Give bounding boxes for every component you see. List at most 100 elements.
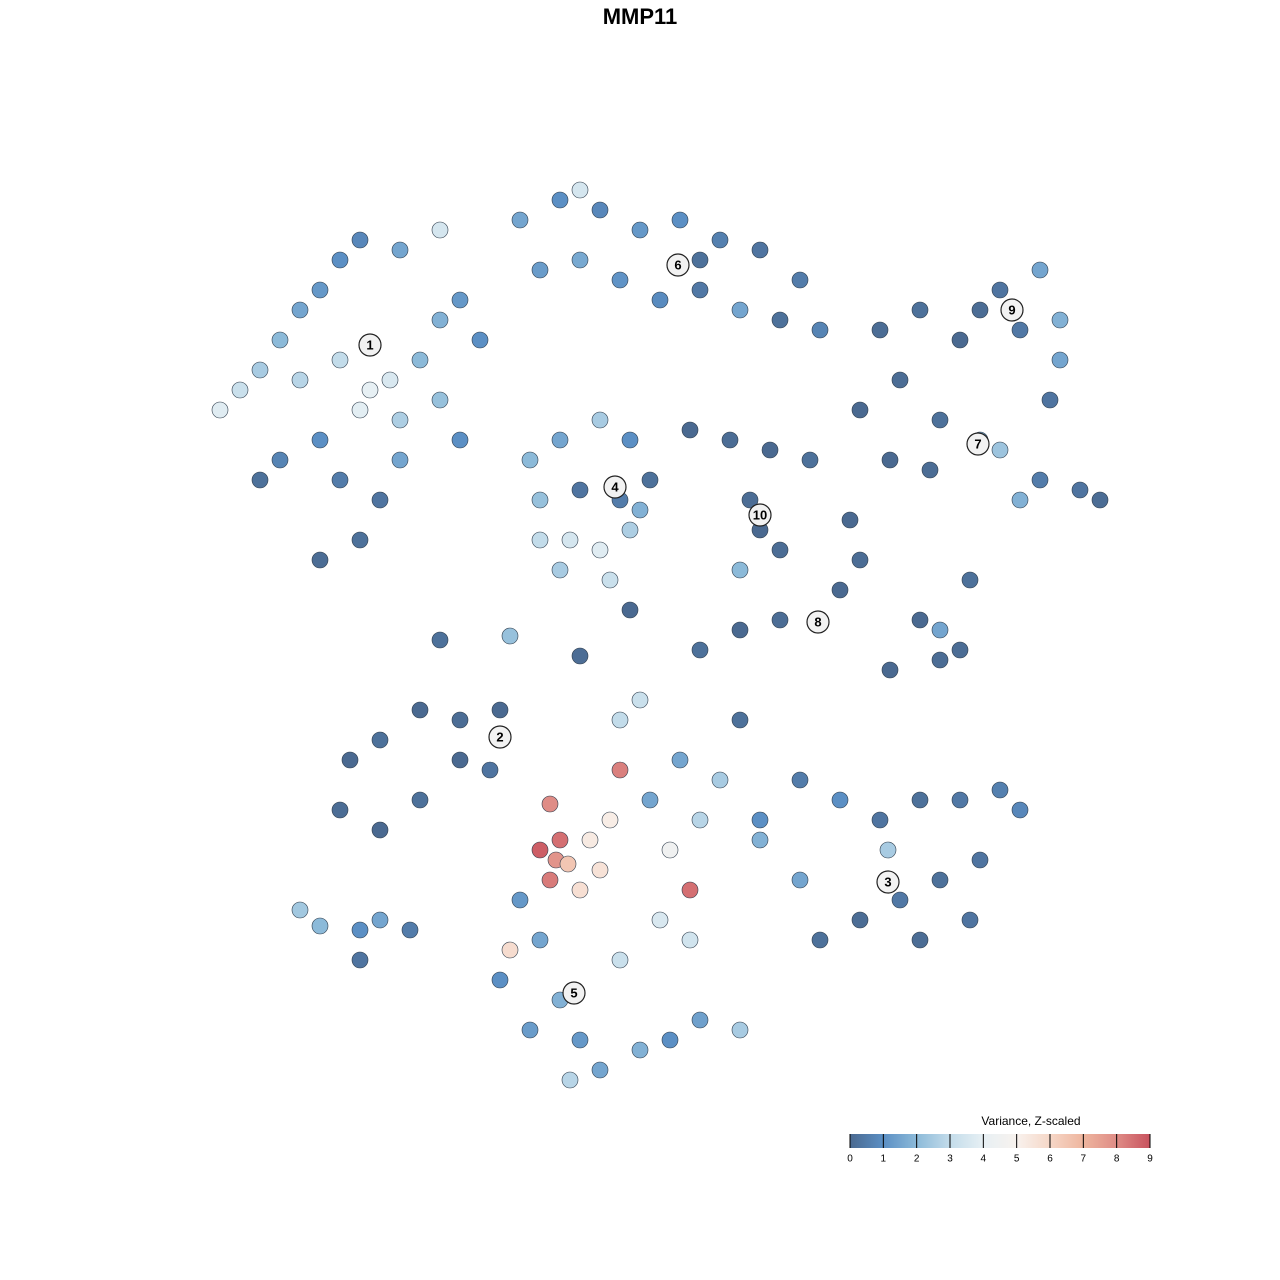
cluster-label: 2 xyxy=(496,729,503,744)
colorbar-tick-label: 4 xyxy=(981,1154,987,1165)
point xyxy=(621,431,639,449)
point xyxy=(761,441,779,459)
point xyxy=(871,321,889,339)
point xyxy=(451,711,469,729)
point xyxy=(851,551,869,569)
colorbar xyxy=(850,1134,1150,1148)
cluster-label: 6 xyxy=(674,257,681,272)
point xyxy=(551,561,569,579)
point xyxy=(551,191,569,209)
point xyxy=(691,641,709,659)
point xyxy=(491,971,509,989)
point xyxy=(531,841,549,859)
point xyxy=(691,811,709,829)
point xyxy=(311,551,329,569)
cluster-badge xyxy=(876,870,900,894)
colorbar-tick-label: 3 xyxy=(947,1154,953,1165)
point xyxy=(591,861,609,879)
point xyxy=(911,301,929,319)
point xyxy=(771,541,789,559)
point xyxy=(641,471,659,489)
point xyxy=(961,571,979,589)
point xyxy=(351,231,369,249)
point xyxy=(771,611,789,629)
point xyxy=(631,1041,649,1059)
point xyxy=(1011,801,1029,819)
point xyxy=(591,201,609,219)
point xyxy=(451,751,469,769)
point xyxy=(211,401,229,419)
cluster-label: 3 xyxy=(884,874,891,889)
point xyxy=(361,381,379,399)
point xyxy=(331,251,349,269)
point xyxy=(611,761,629,779)
point xyxy=(491,701,509,719)
cluster-badge xyxy=(603,475,627,499)
point xyxy=(951,791,969,809)
point xyxy=(561,531,579,549)
cluster-badge xyxy=(1000,298,1024,322)
point xyxy=(681,931,699,949)
point xyxy=(691,281,709,299)
point xyxy=(871,811,889,829)
point xyxy=(1051,311,1069,329)
point xyxy=(531,261,549,279)
point xyxy=(591,541,609,559)
point xyxy=(431,221,449,239)
point xyxy=(851,401,869,419)
point xyxy=(531,491,549,509)
point xyxy=(711,231,729,249)
point xyxy=(571,1031,589,1049)
point xyxy=(381,371,399,389)
point xyxy=(431,631,449,649)
point xyxy=(331,351,349,369)
point xyxy=(541,795,559,813)
point xyxy=(931,621,949,639)
point xyxy=(571,481,589,499)
point xyxy=(931,871,949,889)
cluster-label: 5 xyxy=(570,985,577,1000)
colorbar-tick-label: 5 xyxy=(1014,1154,1020,1165)
point xyxy=(731,301,749,319)
point xyxy=(511,891,529,909)
colorbar-tick-label: 8 xyxy=(1114,1154,1120,1165)
point xyxy=(231,381,249,399)
point xyxy=(621,601,639,619)
point xyxy=(881,451,899,469)
point xyxy=(531,531,549,549)
cluster-badge xyxy=(806,610,830,634)
point xyxy=(551,431,569,449)
colorbar-tick-label: 9 xyxy=(1147,1154,1153,1165)
point xyxy=(971,301,989,319)
point xyxy=(961,911,979,929)
point xyxy=(371,821,389,839)
point xyxy=(571,647,589,665)
point xyxy=(661,841,679,859)
point xyxy=(451,291,469,309)
point xyxy=(621,521,639,539)
colorbar-title: Variance, Z-scaled xyxy=(981,1114,1080,1128)
point xyxy=(471,331,489,349)
point xyxy=(591,411,609,429)
point xyxy=(811,321,829,339)
point xyxy=(631,501,649,519)
point xyxy=(611,951,629,969)
point xyxy=(351,921,369,939)
point xyxy=(411,791,429,809)
chart-title: MMP11 xyxy=(603,4,678,29)
cluster-label: 1 xyxy=(366,337,373,352)
point xyxy=(911,931,929,949)
point xyxy=(681,881,699,899)
colorbar-tick-label: 6 xyxy=(1047,1154,1053,1165)
point xyxy=(331,471,349,489)
point xyxy=(501,941,519,959)
point xyxy=(731,1021,749,1039)
cluster-label: 8 xyxy=(814,614,821,629)
point xyxy=(951,331,969,349)
point xyxy=(1031,261,1049,279)
colorbar-tick-label: 2 xyxy=(914,1154,920,1165)
point xyxy=(1071,481,1089,499)
point xyxy=(601,811,619,829)
point xyxy=(831,791,849,809)
point xyxy=(831,581,849,599)
